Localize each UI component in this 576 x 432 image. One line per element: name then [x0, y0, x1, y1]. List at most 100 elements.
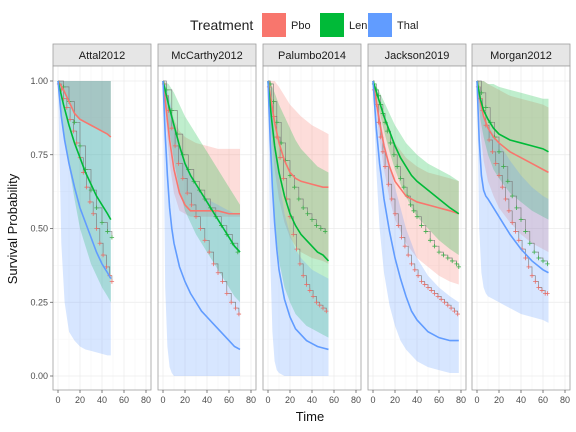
censor-mark	[456, 264, 461, 270]
survival-line-pbo	[267, 80, 329, 188]
censor-mark	[287, 173, 293, 178]
censor-mark	[529, 273, 535, 278]
x-tick-label: 40	[307, 395, 317, 405]
censor-mark	[396, 223, 401, 228]
censor-mark	[104, 264, 109, 270]
legend-label-len: Len	[349, 20, 367, 32]
censor-mark	[236, 311, 242, 317]
censor-mark	[176, 161, 181, 166]
y-tick-label: 1.00	[30, 76, 48, 86]
censor-mark	[382, 164, 388, 169]
survival-line-len	[57, 80, 112, 221]
facet-panels: Attal2012 0 20 40 60 80 0.00 0.25 0.50 0.75 1.00 Mc…	[30, 43, 571, 405]
survival-line-len	[162, 80, 241, 253]
censor-mark	[513, 229, 518, 234]
x-tick-label: 0	[160, 395, 165, 405]
ci-ribbon-thal	[373, 81, 459, 374]
facet-jackson2019: Jackson2019 0 20 40 60 80	[367, 43, 467, 405]
censor-mark	[87, 199, 93, 205]
censor-mark	[429, 288, 434, 293]
censor-mark	[386, 182, 391, 187]
censor-mark	[536, 285, 541, 290]
censor-mark	[320, 305, 326, 311]
censor-mark	[545, 261, 550, 267]
censor-mark	[526, 264, 531, 270]
survival-line-thal	[476, 80, 549, 274]
x-tick-label: 40	[516, 395, 526, 405]
censor-mark	[419, 279, 424, 284]
x-tick-label: 0	[55, 395, 60, 405]
censor-mark	[419, 223, 424, 228]
ci-ribbon-pbo	[58, 81, 111, 138]
x-tick-label: 20	[75, 395, 85, 405]
legend-title: Treatment	[190, 17, 253, 33]
censor-mark	[445, 255, 450, 261]
censor-mark	[536, 255, 541, 261]
censor-mark	[172, 143, 178, 149]
survival-line-pbo	[162, 80, 240, 215]
x-tick-label: 20	[180, 395, 190, 405]
survival-line-pbo	[372, 80, 460, 215]
censor-mark	[490, 149, 495, 154]
survival-line-pbo	[57, 80, 112, 138]
facet-title: Palumbo2014	[278, 50, 346, 62]
censor-mark	[193, 214, 199, 219]
ci-ribbon-len	[58, 81, 111, 303]
censor-mark	[314, 300, 319, 305]
gridlines	[368, 66, 466, 390]
censor-mark	[64, 105, 69, 110]
facet-palumbo2014: Palumbo2014 0 20 40 60 80	[262, 43, 362, 405]
censor-mark	[422, 282, 427, 287]
censor-mark	[391, 152, 397, 157]
x-tick-label: 80	[246, 395, 256, 405]
censor-mark	[411, 208, 416, 213]
survival-line-thal	[267, 80, 329, 351]
facet-title: Attal2012	[79, 50, 125, 62]
censor-mark	[71, 128, 76, 134]
censor-mark	[545, 291, 550, 296]
x-tick-label: 40	[412, 395, 422, 405]
censor-mark	[100, 252, 106, 258]
censor-mark	[233, 305, 238, 311]
censor-mark	[408, 202, 413, 208]
censor-mark	[72, 120, 77, 125]
censor-mark	[409, 261, 414, 267]
censor-mark	[518, 217, 524, 222]
censor-mark	[301, 205, 306, 211]
ci-ribbon-pbo	[268, 81, 329, 264]
censor-mark	[84, 185, 89, 190]
censor-mark	[401, 185, 406, 190]
censor-mark	[527, 241, 532, 246]
x-tick-label: 40	[202, 395, 212, 405]
survival-line-thal	[372, 80, 459, 342]
censor-mark	[435, 294, 441, 299]
censor-mark	[309, 217, 315, 222]
censor-mark	[292, 185, 297, 190]
censor-mark	[211, 261, 216, 267]
ci-ribbon-len	[477, 81, 549, 220]
gridlines	[53, 66, 151, 390]
censor-mark	[388, 140, 393, 146]
legend-label-pbo: Pbo	[291, 20, 311, 32]
censor-mark	[486, 137, 492, 143]
y-tick-label: 0.00	[30, 371, 48, 381]
censor-mark	[310, 294, 316, 299]
censor-mark	[180, 176, 185, 181]
x-tick-label: 0	[474, 395, 479, 405]
legend-swatch-thal	[368, 13, 392, 37]
censor-mark	[436, 249, 442, 255]
censor-mark	[395, 164, 400, 169]
facet-title: Jackson2019	[385, 50, 450, 62]
censor-mark	[185, 190, 190, 196]
x-tick-label: 80	[351, 395, 361, 405]
censor-mark	[441, 252, 446, 258]
gridlines	[263, 66, 361, 390]
x-tick-label: 40	[97, 395, 107, 405]
censor-mark	[423, 229, 428, 234]
x-tick-label: 60	[119, 395, 129, 405]
x-tick-label: 60	[538, 395, 548, 405]
survival-line-len	[476, 80, 549, 153]
censor-mark	[291, 232, 296, 237]
censor-mark	[414, 214, 420, 219]
